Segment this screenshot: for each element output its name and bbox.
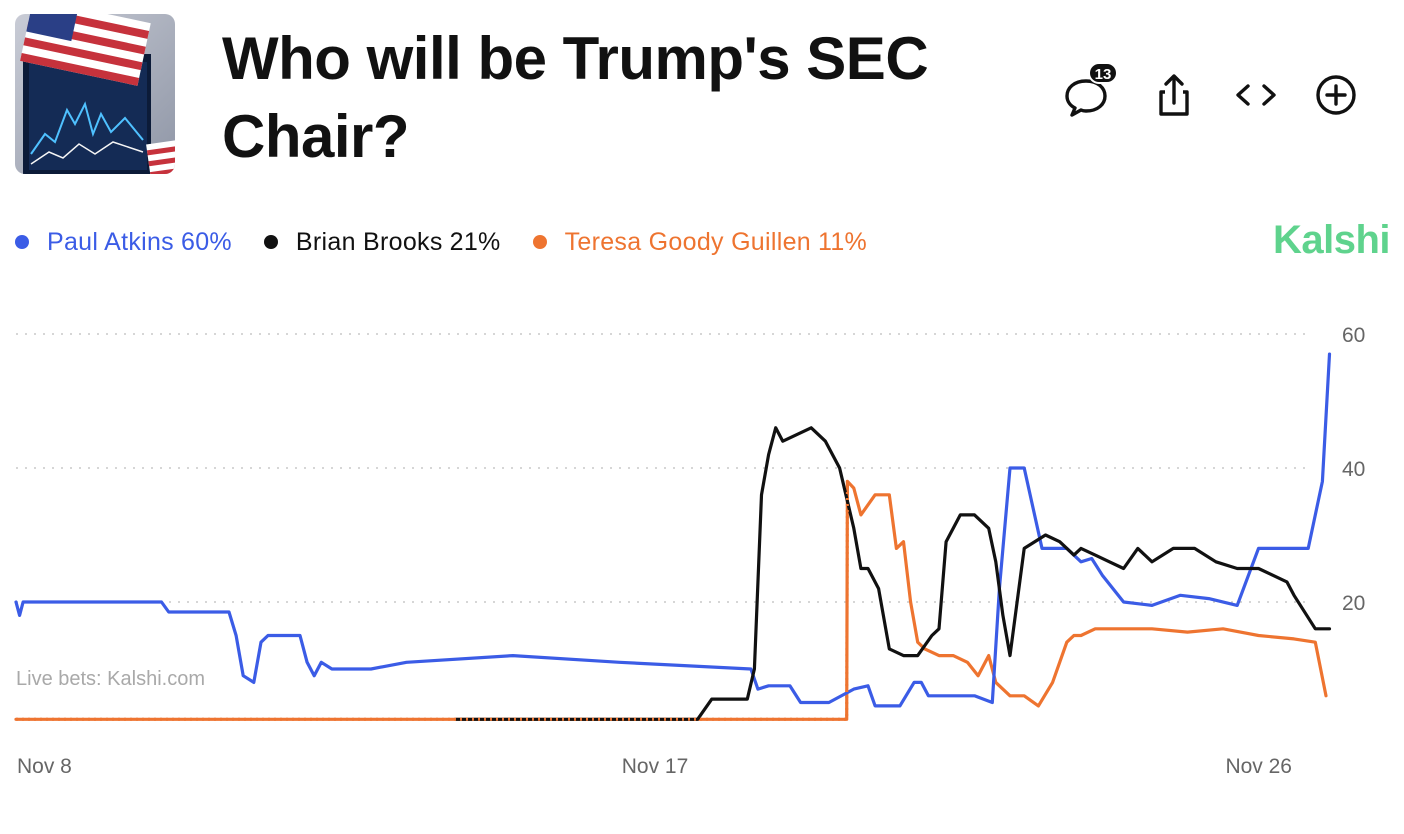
share-icon [1159,74,1189,116]
legend-pct: 21% [449,227,501,256]
legend-dot [263,235,278,249]
y-axis: 20 40 60 [1342,324,1365,615]
y-tick-label: 60 [1342,324,1365,347]
embed-icon [1236,84,1276,106]
legend-name: Teresa Goody Guillen [564,227,811,256]
market-thumbnail [15,14,175,174]
x-tick-label: Nov 17 [622,755,689,778]
add-icon [1316,75,1356,115]
legend-pct: 60% [180,227,232,256]
market-thumbnail-image [15,14,175,174]
comments-count-badge: 13 [1088,62,1118,84]
chart-watermark: Live bets: Kalshi.com [16,668,205,690]
header-actions: 13 [1058,62,1368,124]
legend-pct: 11% [817,227,868,256]
y-tick-label: 40 [1342,458,1365,481]
chart-grid [16,333,1310,603]
legend-item-brian-brooks[interactable]: Brian Brooks 21% [263,227,501,257]
page-title: Who will be Trump's SEC Chair? [222,25,929,170]
series-line-teresa-goody-guillen [14,479,1328,721]
share-button[interactable] [1146,68,1202,124]
legend-dot [15,235,29,249]
legend-name: Paul Atkins [47,227,174,256]
legend-name: Brian Brooks [295,227,443,256]
line-chart: 20 40 60 Nov 8 Nov 17 Nov 26 [14,324,1365,778]
legend-item-paul-atkins[interactable]: Paul Atkins 60% [15,228,232,257]
series-line-teresa-goody-guillen-pre [16,481,849,721]
series-line-paul-atkins [14,352,1332,708]
chart-legend: Paul Atkins 60% Brian Brooks 21% Teresa … [15,226,899,258]
kalshi-logo: Kalshi [1272,218,1391,262]
comment-icon [1065,79,1107,117]
x-tick-label: Nov 26 [1225,755,1292,778]
chart-series [14,352,1332,721]
series-line-brian-brooks [454,426,1332,721]
embed-button[interactable] [1228,68,1284,124]
comments-button[interactable]: 13 [1058,62,1118,124]
y-tick-label: 20 [1342,592,1365,615]
legend-dot [532,235,547,249]
add-button[interactable] [1308,68,1364,124]
legend-item-teresa-goody-guillen[interactable]: Teresa Goody Guillen 11% [532,227,868,257]
x-axis: Nov 8 Nov 17 Nov 26 [17,755,1292,778]
x-tick-label: Nov 8 [17,755,72,778]
